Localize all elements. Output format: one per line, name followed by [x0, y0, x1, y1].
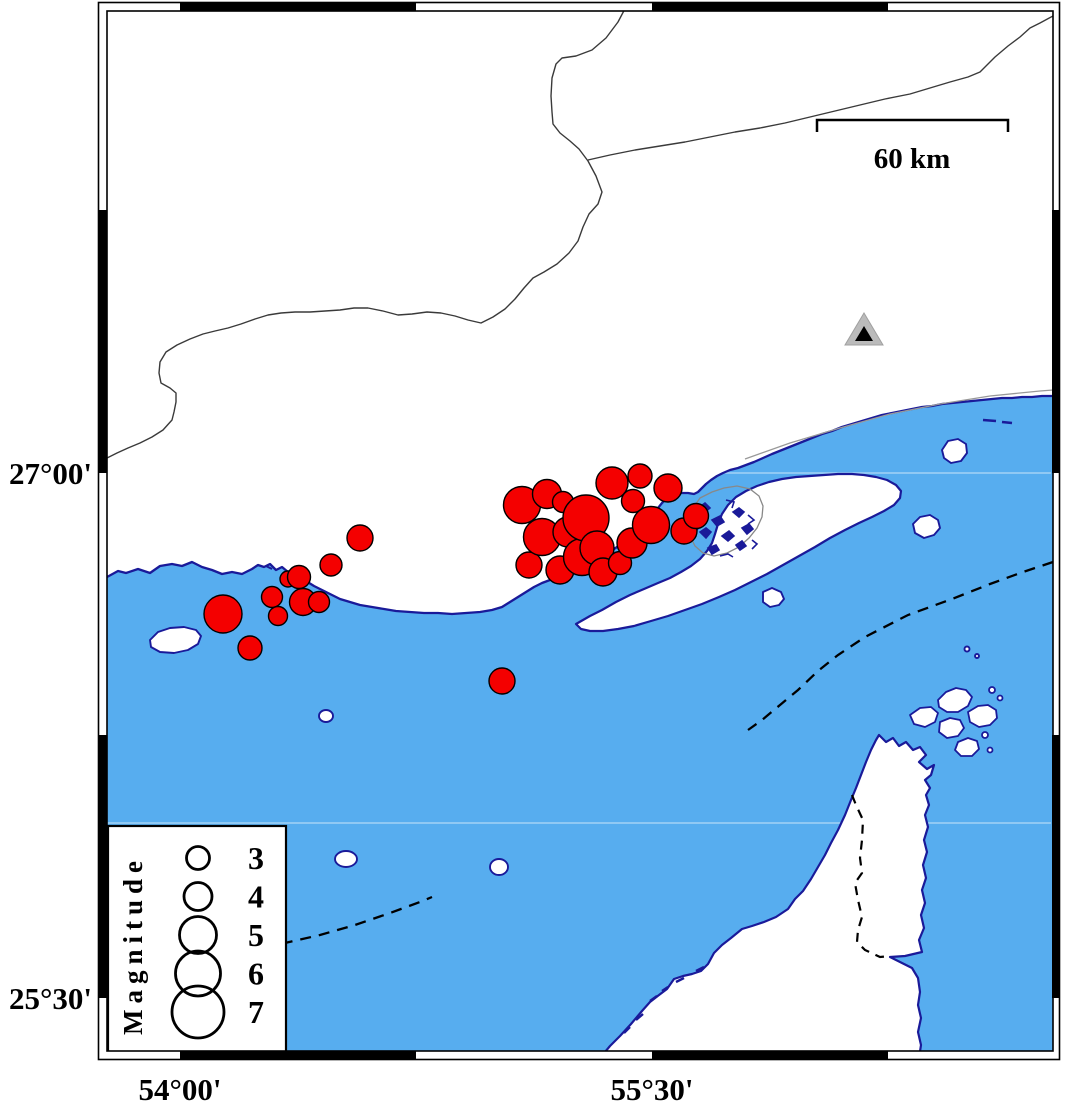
earthquake-marker: [286, 564, 312, 590]
lon-label-5400: 54°00': [138, 1072, 221, 1107]
island-east-2: [941, 438, 968, 464]
legend-magnitude-value: 5: [248, 917, 264, 953]
musandam-border-dashed: [850, 794, 891, 959]
earthquake-marker: [319, 553, 343, 577]
axis-annotations: 27°00' 25°30' 54°00' 55°30': [9, 456, 694, 1107]
scale-bar-label: 60 km: [874, 143, 951, 175]
earthquake-marker: [620, 488, 646, 514]
earthquake-layer: [203, 463, 710, 695]
legend-magnitude-value: 4: [248, 879, 264, 915]
islet-dot-1: [963, 645, 971, 653]
lat-label-2530: 25°30': [9, 981, 92, 1016]
musandam-peninsula: [604, 733, 936, 1051]
earthquake-marker: [488, 667, 516, 695]
island-hengam: [762, 587, 785, 608]
legend-magnitude-value: 7: [248, 994, 264, 1030]
qeshm-island: [574, 472, 903, 633]
border-line-a: [107, 11, 625, 459]
islet-dot-2: [974, 653, 980, 659]
border-line-b: [587, 15, 1053, 161]
secondary-coast-gray-line: [744, 389, 1053, 460]
legend-magnitude-circle: [174, 949, 222, 998]
maritime-boundary-east: [747, 560, 1053, 731]
island-small-2: [334, 850, 358, 868]
legend-magnitude-circle: [185, 845, 211, 871]
frame-band-segments: [99, 3, 1060, 1059]
island-west-elongated: [149, 626, 202, 654]
legend-title: Magnitude: [118, 855, 148, 1035]
legend-magnitude-circle: [182, 881, 214, 912]
legend-magnitude-value: 6: [248, 956, 264, 992]
earthquake-marker: [515, 551, 543, 579]
musandam-coast-islets: [623, 965, 705, 1034]
earthquake-marker: [237, 635, 263, 661]
earthquake-marker: [682, 502, 710, 530]
earthquake-marker: [631, 505, 671, 545]
legend-magnitude-circle: [178, 915, 218, 955]
earthquake-marker: [346, 524, 374, 552]
map-frame: [97, 1, 1061, 1061]
island-east-1: [912, 514, 941, 539]
earthquake-marker: [627, 463, 653, 489]
earthquake-marker: [203, 594, 243, 634]
earthquake-marker: [653, 473, 683, 503]
earthquake-marker: [267, 605, 289, 627]
islands: [149, 438, 980, 876]
coast-dashes: [982, 418, 1013, 425]
triangle-black: [855, 326, 873, 341]
earthquake-marker: [595, 466, 629, 500]
island-small-3: [489, 858, 509, 876]
scale-bar: 60 km: [815, 118, 1010, 175]
legend-magnitude-value: 3: [248, 840, 264, 876]
lat-label-27: 27°00': [9, 456, 92, 491]
earthquake-marker: [260, 585, 284, 609]
station-triangle-marker: [844, 312, 884, 346]
earthquake-marker: [307, 590, 331, 614]
island-small-1: [318, 709, 334, 723]
legend-magnitude-circle: [170, 984, 226, 1040]
lon-label-5530: 55°30': [610, 1072, 693, 1107]
fjord-islands: [909, 686, 1004, 757]
